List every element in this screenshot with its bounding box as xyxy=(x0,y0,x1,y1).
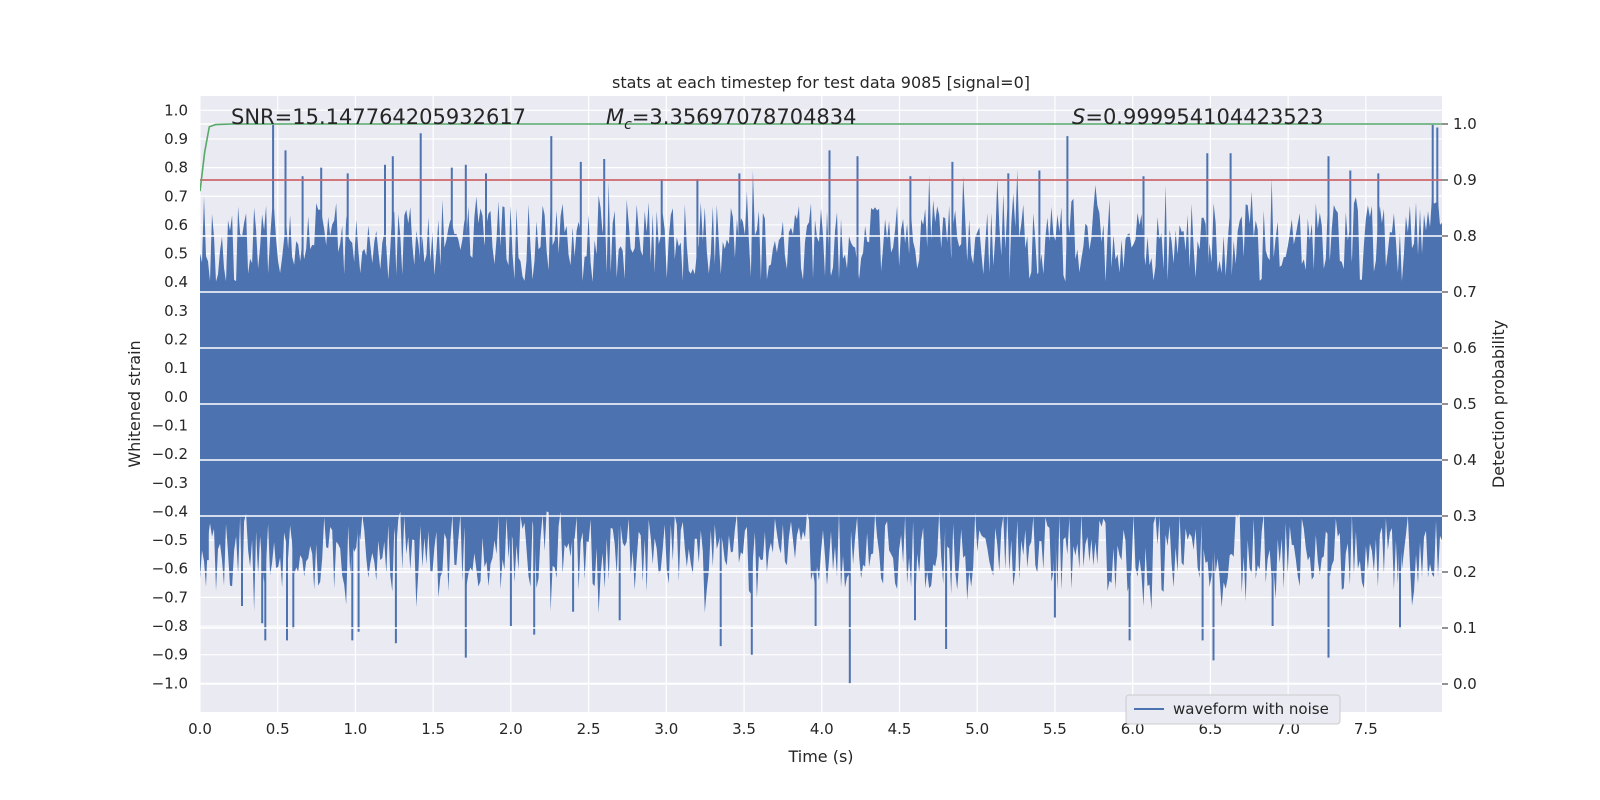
y-left-tick-label: −0.6 xyxy=(152,560,188,578)
x-tick-label: 0.5 xyxy=(266,720,290,738)
y-left-tick-label: 0.5 xyxy=(164,245,188,263)
y-left-tick-label: 0.9 xyxy=(164,130,188,148)
x-tick-label: 7.5 xyxy=(1354,720,1378,738)
y-right-tick-label: 0.1 xyxy=(1453,619,1477,637)
y-left-tick-label: −0.3 xyxy=(152,474,188,492)
x-tick-label: 0.0 xyxy=(188,720,212,738)
x-tick-label: 1.5 xyxy=(421,720,445,738)
chirp-mass-value: =3.35697078704834 xyxy=(632,105,857,129)
y-right-tick-label: 0.9 xyxy=(1453,171,1477,189)
legend-box xyxy=(1125,694,1341,725)
y-right-tick-label: 0.2 xyxy=(1453,563,1477,581)
y-left-tick-label: −1.0 xyxy=(152,674,188,692)
y-left-tick-label: 1.0 xyxy=(164,101,188,119)
y-left-tick-label: 0.2 xyxy=(164,331,188,349)
x-tick-label: 3.5 xyxy=(732,720,756,738)
x-axis-ticks: 0.0 0.5 1.0 1.5 2.0 2.5 3.0 3.5 4.0 4.5 5.0 5.5 6.0 6… xyxy=(188,720,1378,738)
statistic-value: =0.999954104423523 xyxy=(1085,105,1323,129)
chirp-mass-subscript: c xyxy=(624,117,632,133)
y-right-tick-label: 0.7 xyxy=(1453,283,1477,301)
x-tick-label: 2.0 xyxy=(499,720,523,738)
y-left-tick-label: 0.3 xyxy=(164,302,188,320)
y-left-tick-label: −0.2 xyxy=(152,445,188,463)
chart-title: stats at each timestep for test data 908… xyxy=(612,73,1030,92)
y-left-tick-label: −0.8 xyxy=(152,617,188,635)
y-left-tick-label: −0.7 xyxy=(152,588,188,606)
y-left-tick-label: −0.9 xyxy=(152,646,188,664)
y-left-tick-label: 0.0 xyxy=(164,388,188,406)
y-left-tick-label: −0.5 xyxy=(152,531,188,549)
y-left-axis-label: Whitened strain xyxy=(125,340,144,467)
legend: waveform with noise xyxy=(1125,694,1341,725)
y-left-tick-label: 0.1 xyxy=(164,359,188,377)
y-right-tick-label: 0.6 xyxy=(1453,339,1477,357)
x-tick-label: 5.5 xyxy=(1043,720,1067,738)
probability-series xyxy=(200,123,1442,192)
x-tick-label: 4.0 xyxy=(810,720,834,738)
y-right-tick-label: 1.0 xyxy=(1453,115,1477,133)
x-axis-label: Time (s) xyxy=(787,747,853,766)
y-left-tick-label: 0.7 xyxy=(164,187,188,205)
y-left-tick-label: −0.4 xyxy=(152,502,188,520)
y-right-tick-label: 0.0 xyxy=(1453,675,1477,693)
x-tick-label: 3.0 xyxy=(654,720,678,738)
y-left-tick-label: 0.6 xyxy=(164,216,188,234)
y-right-axis-ticks: 1.0 0.9 0.8 0.7 0.6 0.5 0.4 0.3 0.2 0.1 0.0 xyxy=(1442,115,1477,693)
x-tick-label: 2.5 xyxy=(577,720,601,738)
y-left-tick-label: −0.1 xyxy=(152,416,188,434)
y-right-tick-label: 0.3 xyxy=(1453,507,1477,525)
x-tick-label: 1.0 xyxy=(344,720,368,738)
legend-label: waveform with noise xyxy=(1173,700,1329,718)
chirp-mass-annotation: Mc=3.35697078704834 xyxy=(606,105,857,133)
x-tick-label: 5.0 xyxy=(965,720,989,738)
snr-annotation: SNR=15.147764205932617 xyxy=(231,105,526,129)
waveform-series xyxy=(206,124,1439,684)
chirp-mass-symbol: M xyxy=(606,105,624,129)
y-left-axis-ticks: 1.0 0.9 0.8 0.7 0.6 0.5 0.4 0.3 0.2 0.1 0.0 −0.1 −0.… xyxy=(152,101,188,692)
y-right-tick-label: 0.8 xyxy=(1453,227,1477,245)
y-right-axis-label: Detection probability xyxy=(1489,320,1508,488)
y-left-tick-label: 0.4 xyxy=(164,273,188,291)
y-left-tick-label: 0.8 xyxy=(164,159,188,177)
y-right-tick-label: 0.5 xyxy=(1453,395,1477,413)
statistic-annotation: S=0.999954104423523 xyxy=(1072,105,1323,129)
statistic-symbol: S xyxy=(1072,105,1085,129)
x-tick-label: 4.5 xyxy=(888,720,912,738)
y-right-tick-label: 0.4 xyxy=(1453,451,1477,469)
